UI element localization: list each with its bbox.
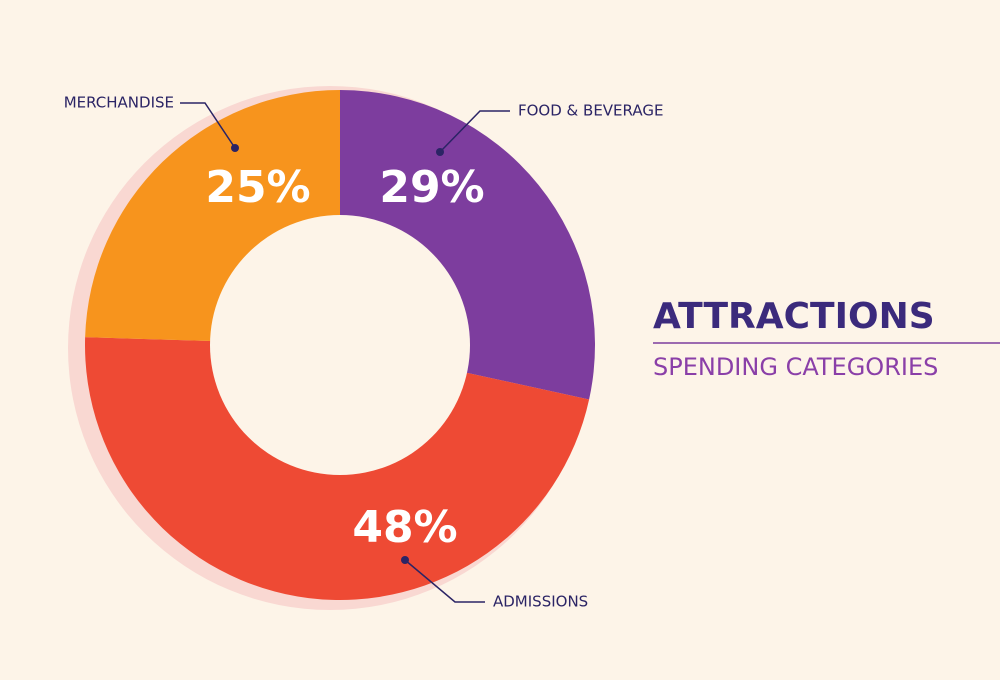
value-label: 25% bbox=[205, 162, 310, 213]
donut bbox=[84, 90, 595, 601]
labels: 29% FOOD & BEVERAGE 48% ADMISSIONS 25% MERCHA… bbox=[64, 94, 664, 611]
category-label: ADMISSIONS bbox=[493, 593, 588, 611]
category-label: FOOD & BEVERAGE bbox=[518, 102, 663, 120]
chart-title: ATTRACTIONS bbox=[653, 296, 935, 337]
value-label: 48% bbox=[352, 502, 457, 553]
leader-line bbox=[404, 559, 485, 603]
leader-dot bbox=[231, 144, 239, 152]
leader-line bbox=[180, 102, 236, 149]
leader-dot bbox=[401, 556, 409, 564]
leader-dot bbox=[436, 148, 444, 156]
donut-slice bbox=[85, 90, 340, 342]
donut-hole bbox=[210, 215, 470, 475]
donut-slice bbox=[84, 337, 590, 601]
chart-subtitle: SPENDING CATEGORIES bbox=[653, 353, 938, 381]
value-label: 29% bbox=[379, 162, 484, 213]
category-label: MERCHANDISE bbox=[64, 94, 174, 112]
donut-slice bbox=[340, 90, 595, 400]
leader-line bbox=[439, 110, 510, 153]
